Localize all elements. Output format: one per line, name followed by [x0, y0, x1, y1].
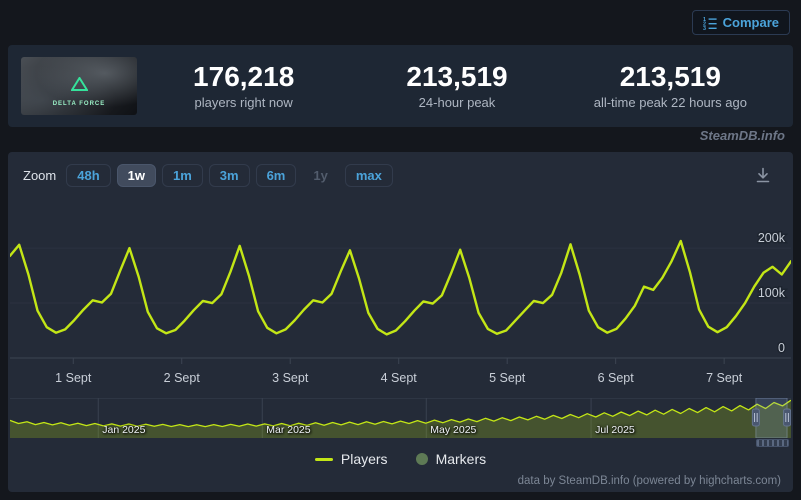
- alltime-peak-value: 213,519: [619, 60, 721, 92]
- navigator-series-line: [10, 399, 791, 428]
- stat-alltime-peak: 213,519 all-time peak 22 hours ago: [564, 60, 777, 111]
- list-ol-icon: 1 2 3: [703, 16, 717, 30]
- chart-toolbar: Zoom 48h 1w 1m 3m 6m 1y max: [8, 152, 793, 189]
- stat-current-players: 176,218 players right now: [137, 60, 350, 111]
- svg-text:1: 1: [703, 17, 706, 23]
- navigator-handle-left[interactable]: [751, 408, 760, 427]
- main-chart-svg[interactable]: 0 100k 200k: [10, 208, 791, 366]
- x-axis-label-2: 2 Sept: [163, 371, 200, 385]
- range-buttons: 48h 1w 1m 3m 6m 1y max: [66, 163, 393, 187]
- range-button-1m[interactable]: 1m: [161, 163, 203, 187]
- chart-credits[interactable]: data by SteamDB.info (powered by highcha…: [517, 475, 781, 487]
- legend-players-label: Players: [340, 451, 388, 467]
- legend-markers-label: Markers: [435, 451, 487, 467]
- alltime-peak-label: all-time peak 22 hours ago: [593, 95, 747, 111]
- game-capsule-image[interactable]: DELTA FORCE: [21, 57, 137, 115]
- scrollbar-thumb[interactable]: [755, 439, 790, 447]
- y-axis-label-100k: 100k: [758, 286, 786, 300]
- download-icon[interactable]: [753, 165, 773, 185]
- header-card: DELTA FORCE 176,218 players right now 21…: [8, 45, 793, 127]
- game-logo-text: DELTA FORCE: [52, 101, 106, 107]
- zoom-label: Zoom: [23, 167, 57, 183]
- range-button-3m[interactable]: 3m: [208, 163, 250, 187]
- markers-circle-swatch: [415, 453, 428, 465]
- range-button-6m[interactable]: 6m: [255, 163, 297, 187]
- legend-item-markers[interactable]: Markers: [415, 451, 487, 467]
- range-button-48h[interactable]: 48h: [66, 163, 111, 187]
- topbar: 1 2 3 Compare: [0, 0, 801, 44]
- compare-button[interactable]: 1 2 3 Compare: [691, 10, 790, 35]
- navigator-handle-right[interactable]: [783, 408, 791, 427]
- triangle-logo-icon: [70, 77, 88, 91]
- stats-row: 176,218 players right now 213,519 24-hou…: [137, 60, 793, 111]
- range-button-max[interactable]: max: [344, 163, 393, 187]
- y-axis-label-0: 0: [778, 341, 785, 355]
- navigator-month-label-3: May 2025: [430, 424, 477, 436]
- svg-text:2: 2: [703, 21, 706, 27]
- x-axis-label-3: 3 Sept: [272, 371, 309, 385]
- 24h-peak-label: 24-hour peak: [418, 95, 496, 111]
- navigator-month-label-1: Jan 2025: [102, 424, 146, 436]
- x-axis-label-4: 4 Sept: [380, 371, 417, 385]
- navigator-month-label-2: Mar 2025: [266, 424, 311, 436]
- x-axis-label-7: 7 Sept: [706, 371, 743, 385]
- range-button-1w[interactable]: 1w: [116, 163, 156, 187]
- x-axis-label-1: 1 Sept: [55, 371, 92, 385]
- navigator-chart-svg[interactable]: [10, 398, 791, 438]
- players-series-line: [10, 239, 791, 336]
- current-players-value: 176,218: [193, 60, 295, 92]
- chart-panel: Zoom 48h 1w 1m 3m 6m 1y max 0 100k 200k 1 Sept 2 …: [8, 152, 793, 492]
- steamdb-watermark: SteamDB.info: [699, 128, 785, 143]
- current-players-label: players right now: [194, 95, 293, 111]
- x-axis-label-6: 6 Sept: [597, 371, 634, 385]
- compare-button-label: Compare: [722, 15, 779, 30]
- navigator-area-fill: [10, 400, 791, 438]
- x-axis-labels: 1 Sept 2 Sept 3 Sept 4 Sept 5 Sept 6 Sept 7 Se…: [10, 366, 791, 392]
- delta-force-logo: DELTA FORCE: [21, 77, 137, 110]
- y-axis-label-200k: 200k: [758, 231, 786, 245]
- svg-text:3: 3: [703, 26, 706, 30]
- navigator-selection-window[interactable]: [755, 398, 788, 438]
- stat-24h-peak: 213,519 24-hour peak: [350, 60, 563, 111]
- players-line-swatch: [314, 457, 333, 461]
- legend: Players Markers: [8, 446, 793, 472]
- x-axis-label-5: 5 Sept: [489, 371, 526, 385]
- range-button-1y: 1y: [302, 164, 338, 187]
- legend-item-players[interactable]: Players: [314, 451, 388, 467]
- 24h-peak-value: 213,519: [406, 60, 508, 92]
- navigator[interactable]: Jan 2025 Mar 2025 May 2025 Jul 2025: [10, 398, 791, 447]
- navigator-month-label-4: Jul 2025: [595, 424, 635, 436]
